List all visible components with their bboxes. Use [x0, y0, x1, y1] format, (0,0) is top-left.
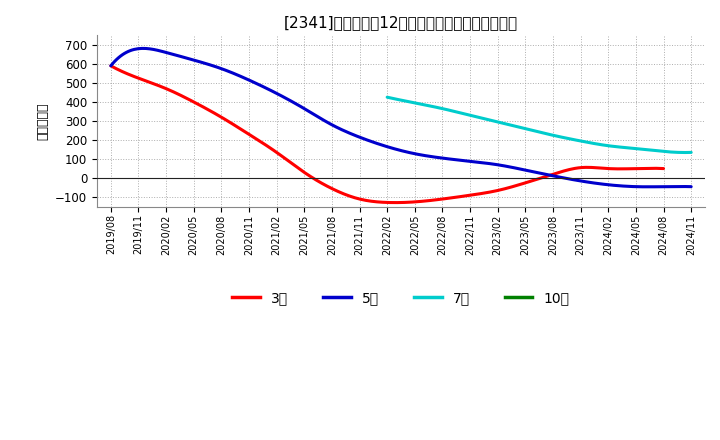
3年 [108, 64, 117, 70]
5年 [687, 184, 696, 189]
3年 [391, 200, 400, 205]
3年 [437, 197, 446, 202]
3年 [574, 165, 582, 170]
5年 [598, 181, 606, 187]
7年 [658, 149, 667, 154]
3年 [446, 195, 455, 201]
5年 [454, 158, 462, 163]
5年 [464, 158, 472, 164]
7年 [639, 147, 648, 152]
7年 [383, 95, 392, 100]
Line: 3年: 3年 [111, 66, 664, 202]
5年 [644, 184, 653, 190]
5年 [634, 184, 643, 189]
7年 [564, 136, 572, 141]
7年 [563, 136, 572, 141]
7年 [687, 150, 696, 155]
7年 [384, 95, 392, 100]
5年 [140, 46, 148, 51]
7年 [681, 150, 690, 155]
Legend: 3年, 5年, 7年, 10年: 3年, 5年, 7年, 10年 [227, 286, 575, 311]
3年 [436, 197, 444, 202]
3年 [107, 63, 115, 69]
5年 [109, 61, 117, 66]
Line: 7年: 7年 [387, 97, 691, 153]
3年 [609, 166, 618, 172]
Line: 5年: 5年 [111, 48, 691, 187]
7年 [569, 137, 577, 142]
Y-axis label: （百万円）: （百万円） [37, 102, 50, 140]
5年 [452, 157, 461, 162]
Title: [2341]　経常利益12か月移動合計の平均値の推移: [2341] 経常利益12か月移動合計の平均値の推移 [284, 15, 518, 30]
3年 [660, 166, 668, 171]
5年 [107, 63, 115, 69]
